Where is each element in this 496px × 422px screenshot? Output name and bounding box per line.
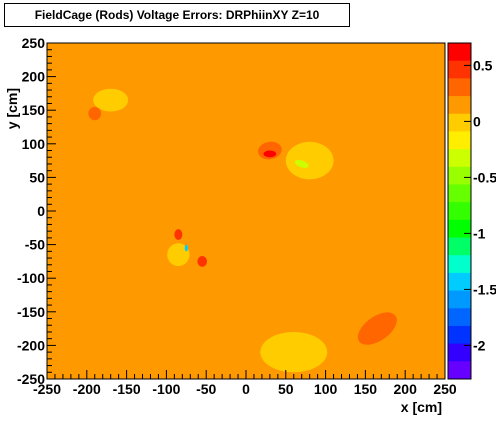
color-scale-tick-label: -2	[473, 337, 486, 353]
x-tick-label: 200	[394, 381, 418, 397]
y-tick-label: -250	[17, 371, 45, 387]
x-tick-label: 250	[433, 381, 457, 397]
x-tick-label: 0	[242, 381, 250, 397]
y-tick-label: -200	[17, 337, 45, 353]
color-scale-tick-label: -0.5	[473, 169, 496, 185]
color-scale-swatch	[448, 343, 471, 362]
x-tick-label: -150	[113, 381, 141, 397]
x-axis-title: x [cm]	[401, 399, 442, 415]
x-tick-label: 150	[354, 381, 378, 397]
color-scale-swatch	[448, 113, 471, 132]
color-scale-frame	[447, 42, 472, 380]
x-tick-label: -250	[33, 381, 61, 397]
y-tick-label: 150	[22, 102, 46, 118]
chart-title: FieldCage (Rods) Voltage Errors: DRPhiin…	[34, 8, 320, 22]
color-scale-swatch	[448, 308, 471, 327]
color-scale-swatch	[448, 290, 471, 309]
color-scale-swatch	[448, 219, 471, 239]
heatmap-area	[47, 43, 445, 379]
color-scale-tick-label: 0.5	[473, 57, 493, 73]
heatmap-blob-left-cluster-green	[167, 243, 190, 267]
x-tick-label: 50	[278, 381, 294, 397]
color-scale-swatch	[448, 184, 471, 203]
x-tick-label: 100	[314, 381, 338, 397]
y-tick-label: 0	[37, 203, 45, 219]
axes: -250 -200 -150 -100 -50 0 50 100 150 200 250 -250 -2…	[17, 35, 457, 397]
color-scale-bar: 0.5 0 -0.5 -1 -1.5 -2	[447, 42, 496, 380]
x-tick-label: -50	[196, 381, 216, 397]
color-scale-swatch	[448, 96, 471, 115]
x-tick-label: -100	[152, 381, 180, 397]
color-scale-swatch	[448, 166, 471, 185]
color-scale-swatch	[448, 237, 471, 256]
heatmap-blob-center-right-red	[263, 150, 277, 158]
y-axis-title: y [cm]	[4, 88, 20, 129]
y-tick-label: -100	[17, 270, 45, 286]
y-tick-label: -150	[17, 304, 45, 320]
y-tick-label: 50	[29, 169, 45, 185]
heatmap-blob-center-right-darkgreen	[294, 159, 309, 168]
color-scale-tick-label: 0	[473, 113, 481, 129]
color-scale-swatch	[448, 361, 471, 380]
y-tick-label: 200	[22, 69, 46, 85]
color-scale-swatch	[448, 272, 471, 292]
heatmap-blob-upper-left-green	[93, 88, 129, 112]
color-scale-tick-label: -1	[473, 225, 486, 241]
color-scale-swatch	[448, 131, 471, 150]
y-tick-label: 100	[22, 136, 46, 152]
heatmap-blob-center-right-green	[285, 141, 334, 180]
heatmap-blob-left-cluster-blue	[184, 244, 188, 252]
heatmap-blob-upper-left-orange	[88, 106, 102, 121]
y-tick-label: 250	[22, 35, 46, 51]
heatmap-blob-bottom-green	[260, 331, 328, 373]
heatmap-blob-left-cluster-orange-bottom	[197, 256, 207, 267]
color-scale-swatch	[448, 149, 471, 168]
color-scale-swatch	[448, 202, 471, 221]
chart-title-box: FieldCage (Rods) Voltage Errors: DRPhiin…	[4, 3, 350, 27]
y-tick-label: -50	[25, 237, 45, 253]
x-tick-label: -200	[73, 381, 101, 397]
color-scale-swatch	[448, 325, 471, 345]
color-scale-swatch	[448, 78, 471, 97]
heatmap-blob-left-cluster-orange-top	[174, 229, 183, 240]
color-scale-tick-label: -1.5	[473, 281, 496, 297]
color-scale-swatch	[448, 60, 471, 79]
heatmap-blob-bottom-right-orange	[357, 312, 397, 345]
color-scale-swatch	[448, 43, 471, 62]
color-scale-swatch	[448, 255, 471, 274]
